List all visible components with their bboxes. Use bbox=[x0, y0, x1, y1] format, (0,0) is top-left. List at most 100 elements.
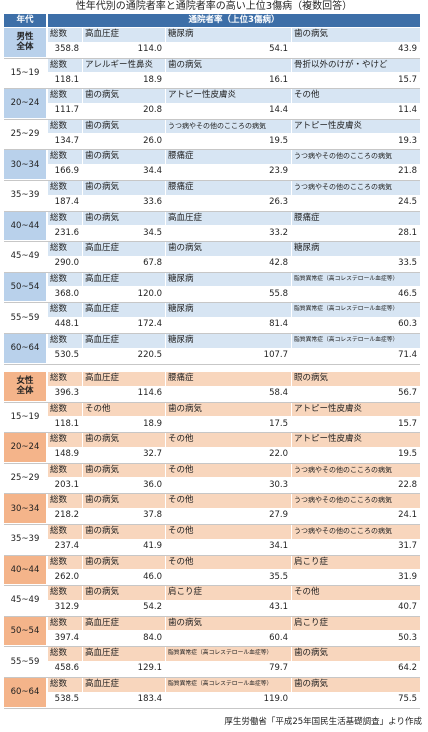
disease-label: 骨折以外のけが・やけど bbox=[292, 58, 420, 73]
disease-rate: 71.4 bbox=[292, 348, 420, 363]
disease-rate: 64.2 bbox=[292, 661, 420, 676]
disease-label: うつ病やその他のこころの病気 bbox=[292, 181, 420, 195]
disease-label: 歯の病気 bbox=[166, 58, 291, 73]
disease-label: うつ病やその他のこころの病気 bbox=[292, 463, 420, 478]
disease-rate: 81.4 bbox=[166, 317, 291, 332]
disease-rate: 17.5 bbox=[166, 416, 291, 432]
disease-label: その他 bbox=[166, 494, 291, 508]
row-divider bbox=[4, 333, 420, 334]
disease-rate: 15.7 bbox=[292, 416, 420, 432]
disease-rate: 32.7 bbox=[83, 447, 165, 462]
disease-label: 歯の病気 bbox=[83, 433, 165, 447]
disease-rate: 50.3 bbox=[292, 630, 420, 646]
disease-rate: 30.3 bbox=[166, 477, 291, 493]
disease-rate: 15.7 bbox=[292, 72, 420, 88]
disease-rate: 183.4 bbox=[83, 692, 165, 707]
disease-rate: 84.0 bbox=[83, 630, 165, 646]
total-value: 111.7 bbox=[48, 103, 82, 118]
disease-label: 歯の病気 bbox=[83, 555, 165, 570]
disease-label: 腰痛症 bbox=[292, 211, 420, 226]
disease-rate: 54.1 bbox=[166, 42, 291, 57]
disease-label: 歯の病気 bbox=[166, 616, 291, 631]
age-group-cell: 60~64 bbox=[4, 678, 46, 707]
age-group-cell: 30~34 bbox=[4, 494, 46, 523]
disease-rate: 220.5 bbox=[83, 348, 165, 363]
disease-rate: 28.1 bbox=[292, 225, 420, 241]
disease-label: 糖尿病 bbox=[166, 303, 291, 317]
disease-label: アトピー性皮膚炎 bbox=[292, 433, 420, 447]
row-divider bbox=[4, 302, 420, 304]
disease-label: 糖尿病 bbox=[166, 334, 291, 348]
row-divider bbox=[4, 524, 420, 525]
disease-rate: 56.7 bbox=[292, 386, 420, 401]
total-value: 187.4 bbox=[48, 195, 82, 210]
row-divider bbox=[4, 57, 420, 59]
disease-rate: 75.5 bbox=[292, 692, 420, 707]
disease-rate: 46.0 bbox=[83, 569, 165, 585]
age-group-cell: 20~24 bbox=[4, 89, 46, 118]
disease-label: 高血圧症 bbox=[83, 28, 165, 42]
total-label: 総数 bbox=[48, 586, 82, 600]
total-label: 総数 bbox=[48, 555, 82, 570]
disease-rate: 24.1 bbox=[292, 508, 420, 523]
disease-label: 高血圧症 bbox=[166, 211, 291, 226]
row-divider bbox=[4, 180, 420, 181]
age-group-cell: 男性 全体 bbox=[4, 28, 46, 57]
total-label: 総数 bbox=[48, 272, 82, 287]
disease-rate: 14.4 bbox=[166, 103, 291, 118]
disease-label: 脂質異常症（高コレステロール血症等） bbox=[292, 334, 420, 348]
disease-rate: 33.2 bbox=[166, 225, 291, 241]
total-value: 134.7 bbox=[48, 133, 82, 149]
total-label: 総数 bbox=[48, 678, 82, 692]
disease-label: 歯の病気 bbox=[292, 28, 420, 42]
disease-rate: 43.1 bbox=[166, 600, 291, 615]
disease-rate: 107.7 bbox=[166, 348, 291, 363]
row-divider bbox=[4, 432, 420, 434]
disease-label: 歯の病気 bbox=[83, 494, 165, 508]
total-value: 203.1 bbox=[48, 477, 82, 493]
disease-rate: 114.0 bbox=[83, 42, 165, 57]
total-value: 396.3 bbox=[48, 386, 82, 401]
total-label: 総数 bbox=[48, 372, 82, 386]
disease-rate: 79.7 bbox=[166, 661, 291, 676]
disease-label: 歯の病気 bbox=[83, 181, 165, 195]
disease-rate: 55.8 bbox=[166, 286, 291, 302]
total-label: 総数 bbox=[48, 181, 82, 195]
disease-label: 糖尿病 bbox=[166, 272, 291, 287]
disease-label: 脂質異常症（高コレステロール血症等） bbox=[166, 678, 291, 692]
disease-label: その他 bbox=[292, 89, 420, 103]
disease-label: 眼の病気 bbox=[292, 372, 420, 386]
disease-label: その他 bbox=[292, 586, 420, 600]
age-group-cell: 55~59 bbox=[4, 647, 46, 676]
disease-rate: 19.5 bbox=[292, 447, 420, 462]
total-value: 231.6 bbox=[48, 225, 82, 241]
disease-rate: 67.8 bbox=[83, 256, 165, 271]
age-group-cell: 45~49 bbox=[4, 242, 46, 271]
disease-rate: 31.7 bbox=[292, 539, 420, 554]
disease-label: その他 bbox=[83, 402, 165, 417]
disease-rate: 172.4 bbox=[83, 317, 165, 332]
disease-label: 歯の病気 bbox=[83, 89, 165, 103]
disease-label: アトピー性皮膚炎 bbox=[292, 119, 420, 134]
disease-label: その他 bbox=[166, 463, 291, 478]
age-group-cell: 50~54 bbox=[4, 616, 46, 646]
disease-label: アレルギー性鼻炎 bbox=[83, 58, 165, 73]
total-label: 総数 bbox=[48, 433, 82, 447]
disease-rate: 43.9 bbox=[292, 42, 420, 57]
disease-rate: 36.0 bbox=[83, 477, 165, 493]
age-group-cell: 15~19 bbox=[4, 58, 46, 88]
age-group-cell: 40~44 bbox=[4, 211, 46, 241]
row-divider bbox=[4, 363, 420, 365]
disease-rate: 33.5 bbox=[292, 256, 420, 271]
age-group-cell: 30~34 bbox=[4, 150, 46, 179]
disease-rate: 26.0 bbox=[83, 133, 165, 149]
row-divider bbox=[4, 210, 420, 212]
disease-rate: 60.3 bbox=[292, 317, 420, 332]
disease-label: 肩こり症 bbox=[166, 586, 291, 600]
disease-label: 高血圧症 bbox=[83, 334, 165, 348]
disease-label: アトピー性皮膚炎 bbox=[292, 402, 420, 417]
disease-rate: 23.9 bbox=[166, 164, 291, 179]
age-group-cell: 20~24 bbox=[4, 433, 46, 462]
disease-rate: 18.9 bbox=[83, 416, 165, 432]
disease-rate: 21.8 bbox=[292, 164, 420, 179]
